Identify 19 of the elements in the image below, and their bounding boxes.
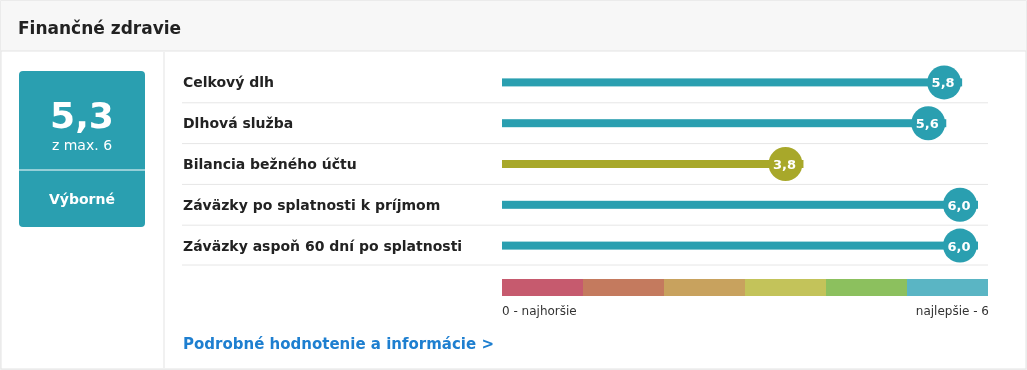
y-tick-label: Záväzky aspoň 60 dní po splatnosti	[183, 237, 463, 254]
data-label: 3,8	[772, 157, 796, 172]
y-tick-label: Celkový dlh	[183, 74, 275, 91]
text: z max. 6	[51, 137, 113, 153]
text: 5,3	[50, 95, 114, 136]
y-tick-label: Dlhová služba	[183, 115, 294, 132]
data-label: 6,0	[947, 197, 971, 213]
y-tick-label: Bilancia bežného účtu	[183, 156, 357, 172]
text: Podrobné hodnotenie a informácie >	[183, 335, 494, 353]
data-label: 6,0	[947, 238, 971, 254]
bar	[502, 78, 963, 87]
text: Finančné zdravie	[18, 18, 182, 38]
text: najlepšie - 6	[915, 304, 989, 318]
text: Výborné	[49, 191, 115, 207]
y-tick-label: Záväzky po splatnosti k príjmom	[183, 196, 441, 213]
bar	[502, 119, 947, 128]
data-label: 5,8	[931, 75, 955, 91]
data-label: 5,6	[915, 116, 939, 132]
text: 0 - najhoršie	[502, 304, 577, 318]
